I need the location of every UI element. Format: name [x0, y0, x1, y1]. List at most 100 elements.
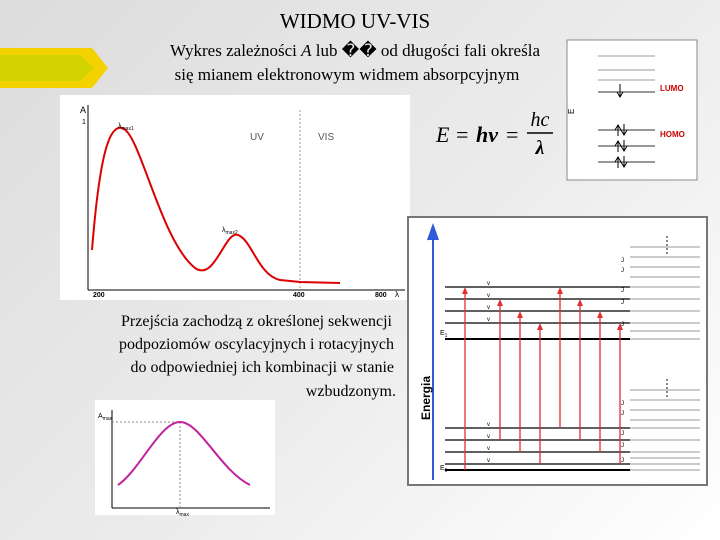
spectrum-curve: [91, 126, 341, 284]
label: J: [621, 258, 624, 264]
dot: [666, 387, 668, 389]
symbol: A: [300, 41, 312, 60]
label: v: [487, 446, 490, 452]
text: lub: [312, 41, 342, 60]
transitions-text: Przejścia zachodzą z określonej sekwencj…: [119, 313, 396, 400]
label: λmax1: [118, 123, 134, 132]
label: λmax: [176, 509, 189, 518]
label: Energia: [419, 376, 433, 420]
label: λmax2: [222, 227, 238, 236]
arrowhead: [517, 311, 523, 318]
label: v: [487, 293, 490, 299]
label: v: [487, 281, 490, 287]
label: max: [180, 512, 190, 518]
tick-label: 800: [375, 292, 387, 299]
label: J: [621, 288, 624, 294]
arrowhead: [497, 299, 503, 306]
formula-part: =: [456, 122, 468, 147]
label: E: [567, 109, 576, 114]
figure-bg: [95, 400, 275, 515]
label: v: [487, 458, 490, 464]
arrowhead: [462, 287, 468, 294]
electron: [614, 156, 628, 168]
figure-bg: [566, 39, 698, 181]
label: VIS: [318, 132, 334, 143]
intro-line: się mianem elektronowym widmem absorpcyj…: [175, 65, 520, 84]
label: E: [440, 465, 445, 472]
label: Amax: [98, 413, 113, 422]
label: HOMO: [660, 130, 685, 139]
band-curve: [117, 420, 251, 486]
label: 1: [82, 119, 86, 126]
electron: [616, 84, 624, 98]
label: 1: [445, 333, 448, 339]
dot: [666, 240, 668, 242]
label: max1: [122, 126, 134, 132]
formula: E = hν = hc λ: [435, 109, 553, 159]
label: LUMO: [660, 84, 684, 93]
label: J: [621, 443, 624, 449]
dot: [666, 248, 668, 250]
text-line: podpoziomów oscylacyjnych i rotacyjnych: [119, 336, 394, 353]
electron: [614, 140, 628, 152]
dot: [666, 244, 668, 246]
label: v: [487, 305, 490, 311]
text-line: Przejścia zachodzą z określonej sekwencj…: [121, 313, 393, 330]
intro-line: Wykres zależności A lub �� od długości f…: [170, 40, 540, 60]
band-figure: Amax λmax: [95, 400, 275, 518]
energy-axis: [427, 223, 439, 480]
dot: [666, 395, 668, 397]
dot: [666, 236, 668, 238]
label: J: [621, 268, 624, 274]
label: max: [103, 416, 113, 422]
text-line: wzbudzonym.: [306, 383, 396, 400]
formula-part: hν: [476, 122, 498, 147]
symbol: ��: [342, 40, 377, 60]
arrowhead: [617, 323, 623, 330]
decor-arrow: [0, 55, 94, 81]
formula-part: =: [506, 122, 518, 147]
label: J: [621, 401, 624, 407]
label: λ: [118, 123, 122, 130]
label: UV: [250, 132, 264, 143]
label: J: [621, 300, 624, 306]
tick-label: 200: [93, 292, 105, 299]
formula-part: E: [435, 122, 450, 147]
label: J: [621, 431, 624, 437]
orbital-figure: E LUMO HOMO: [566, 39, 698, 181]
spectrum-figure: A 1 λmax1 λmax2 UV VIS 200 400 800 λ: [60, 95, 410, 300]
dot: [666, 383, 668, 385]
label: J: [621, 458, 624, 464]
formula-part: λ: [535, 137, 545, 159]
title: WIDMO UV-VIS: [280, 9, 430, 33]
label: v: [487, 434, 490, 440]
arrowhead: [597, 311, 603, 318]
text: Wykres zależności: [170, 41, 301, 60]
label: max2: [226, 230, 238, 236]
dot: [666, 391, 668, 393]
text: od długości fali określa: [377, 41, 541, 60]
figure-bg: [60, 95, 410, 300]
label: J: [621, 322, 624, 328]
arrowhead: [557, 287, 563, 294]
dot: [666, 252, 668, 254]
tick-label: 400: [293, 292, 305, 299]
label: A: [80, 105, 86, 115]
arrowhead: [537, 323, 543, 330]
label: J: [621, 411, 624, 417]
formula-part: hc: [531, 109, 550, 131]
arrowhead: [577, 299, 583, 306]
dot: [666, 379, 668, 381]
text-line: do odpowiedniej ich kombinacji w stanie: [131, 359, 395, 376]
label: v: [487, 317, 490, 323]
label: v: [487, 422, 490, 428]
label: λ: [222, 227, 226, 234]
electron: [614, 124, 628, 136]
label: A: [98, 413, 103, 420]
label: E1: [440, 330, 448, 339]
label: λ: [176, 509, 180, 516]
label: λ: [395, 290, 399, 299]
